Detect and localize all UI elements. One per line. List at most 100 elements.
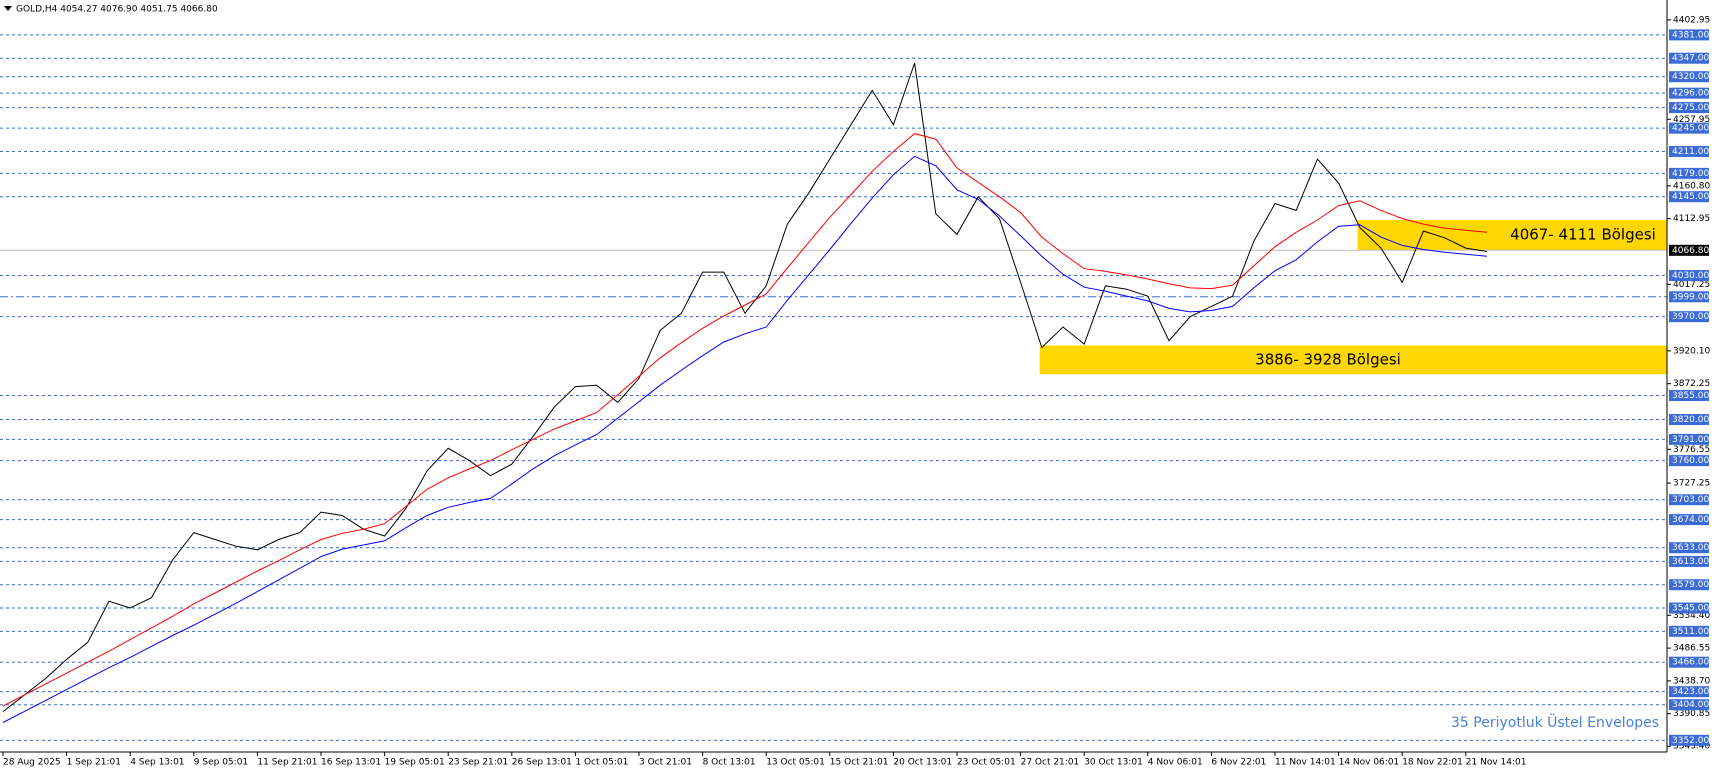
x-tick-label: 19 Sep 05:01 bbox=[385, 758, 445, 768]
level-label: 4030.00 bbox=[1672, 271, 1709, 281]
level-label-box bbox=[1669, 167, 1709, 179]
level-label: 3404.00 bbox=[1672, 700, 1709, 710]
level-label: 4245.00 bbox=[1672, 124, 1709, 134]
x-tick-label: 13 Oct 05:01 bbox=[766, 758, 825, 768]
level-label: 4145.00 bbox=[1672, 192, 1709, 202]
level-label: 4179.00 bbox=[1672, 169, 1709, 179]
level-label-box bbox=[1669, 686, 1709, 698]
x-tick-label: 15 Oct 21:01 bbox=[830, 758, 889, 768]
y-tick-label: 3872.25 bbox=[1673, 379, 1710, 389]
level-label-box bbox=[1669, 390, 1709, 402]
level-label-box bbox=[1669, 414, 1709, 426]
level-label-box bbox=[1669, 542, 1709, 554]
chart-header: GOLD,H4 4054.27 4076.90 4051.75 4066.80 bbox=[16, 5, 218, 15]
level-label-box bbox=[1669, 87, 1709, 99]
menu-arrow bbox=[4, 6, 12, 11]
level-label: 4275.00 bbox=[1672, 103, 1709, 113]
envelope-line bbox=[2, 133, 1488, 707]
x-tick-label: 30 Oct 13:01 bbox=[1084, 758, 1143, 768]
level-label: 3352.00 bbox=[1672, 736, 1709, 746]
level-label: 3791.00 bbox=[1672, 435, 1709, 445]
zone-label: 4067- 4111 Bölgesi bbox=[1510, 226, 1656, 244]
level-label-box bbox=[1669, 455, 1709, 467]
level-label-box bbox=[1669, 555, 1709, 567]
zone-label: 3886- 3928 Bölgesi bbox=[1255, 350, 1401, 368]
y-tick-label: 4017.25 bbox=[1673, 280, 1710, 290]
level-label-box bbox=[1669, 699, 1709, 711]
level-label-box bbox=[1669, 734, 1709, 746]
y-tick-label: 3390.85 bbox=[1673, 709, 1710, 719]
envelope-line bbox=[2, 155, 1488, 723]
x-tick-label: 16 Sep 13:01 bbox=[321, 758, 381, 768]
current-price-label: 4066.80 bbox=[1672, 246, 1709, 256]
level-label: 3633.00 bbox=[1672, 543, 1709, 553]
level-label: 3855.00 bbox=[1672, 391, 1709, 401]
y-tick-label: 3343.40 bbox=[1673, 742, 1710, 752]
level-label: 4211.00 bbox=[1672, 147, 1709, 157]
level-label: 4320.00 bbox=[1672, 72, 1709, 82]
x-tick-label: 3 Oct 21:01 bbox=[639, 758, 692, 768]
level-label: 4347.00 bbox=[1672, 54, 1709, 64]
x-tick-label: 11 Sep 21:01 bbox=[257, 758, 317, 768]
level-label: 3970.00 bbox=[1672, 312, 1709, 322]
x-tick-label: 8 Oct 13:01 bbox=[703, 758, 756, 768]
level-label-box bbox=[1669, 52, 1709, 64]
x-tick-label: 27 Oct 21:01 bbox=[1021, 758, 1080, 768]
x-tick-label: 26 Sep 13:01 bbox=[512, 758, 572, 768]
x-tick-label: 9 Sep 05:01 bbox=[194, 758, 248, 768]
level-label-box bbox=[1669, 579, 1709, 591]
x-tick-label: 28 Aug 2025 bbox=[3, 758, 61, 768]
level-label-box bbox=[1669, 625, 1709, 637]
level-label-box bbox=[1669, 311, 1709, 323]
y-tick-label: 3534.40 bbox=[1673, 611, 1710, 621]
price-line bbox=[2, 62, 1488, 712]
x-tick-label: 21 Nov 14:01 bbox=[1466, 758, 1527, 768]
x-tick-label: 4 Sep 13:01 bbox=[130, 758, 184, 768]
level-label: 3511.00 bbox=[1672, 627, 1709, 637]
x-tick-label: 1 Oct 05:01 bbox=[575, 758, 628, 768]
level-label: 3999.00 bbox=[1672, 292, 1709, 302]
level-label-box bbox=[1669, 122, 1709, 134]
level-label-box bbox=[1669, 102, 1709, 114]
y-tick-label: 4257.95 bbox=[1673, 115, 1710, 125]
x-tick-label: 4 Nov 06:01 bbox=[1148, 758, 1203, 768]
y-tick-label: 3776.55 bbox=[1673, 445, 1710, 455]
y-tick-label: 4402.95 bbox=[1673, 15, 1710, 25]
level-label: 3423.00 bbox=[1672, 687, 1709, 697]
level-label-box bbox=[1669, 656, 1709, 668]
y-tick-label: 3727.25 bbox=[1673, 479, 1710, 489]
level-label-box bbox=[1669, 71, 1709, 83]
zone bbox=[1039, 345, 1667, 375]
level-label: 3760.00 bbox=[1672, 456, 1709, 466]
x-tick-label: 23 Oct 05:01 bbox=[957, 758, 1016, 768]
y-tick-label: 3486.55 bbox=[1673, 644, 1710, 654]
zone bbox=[1357, 220, 1667, 251]
level-label-box bbox=[1669, 433, 1709, 445]
current-price-box bbox=[1669, 244, 1709, 256]
x-tick-label: 23 Sep 21:01 bbox=[448, 758, 508, 768]
y-tick-label: 3438.70 bbox=[1673, 676, 1710, 686]
level-label: 3674.00 bbox=[1672, 515, 1709, 525]
y-tick-label: 4112.95 bbox=[1673, 214, 1710, 224]
level-label: 3613.00 bbox=[1672, 557, 1709, 567]
level-label: 4296.00 bbox=[1672, 89, 1709, 99]
x-tick-label: 20 Oct 13:01 bbox=[893, 758, 952, 768]
level-label: 3820.00 bbox=[1672, 415, 1709, 425]
x-tick-label: 11 Nov 14:01 bbox=[1275, 758, 1336, 768]
level-label: 3466.00 bbox=[1672, 658, 1709, 668]
x-tick-label: 1 Sep 21:01 bbox=[67, 758, 121, 768]
y-tick-label: 3920.10 bbox=[1673, 346, 1710, 356]
level-label-box bbox=[1669, 191, 1709, 203]
level-label-box bbox=[1669, 514, 1709, 526]
level-label-box bbox=[1669, 494, 1709, 506]
level-label: 4381.00 bbox=[1672, 30, 1709, 40]
level-label-box bbox=[1669, 602, 1709, 614]
level-label-box bbox=[1669, 291, 1709, 303]
level-label: 3703.00 bbox=[1672, 495, 1709, 505]
level-label: 3545.00 bbox=[1672, 604, 1709, 614]
level-label-box bbox=[1669, 145, 1709, 157]
x-tick-label: 18 Nov 22:01 bbox=[1402, 758, 1463, 768]
